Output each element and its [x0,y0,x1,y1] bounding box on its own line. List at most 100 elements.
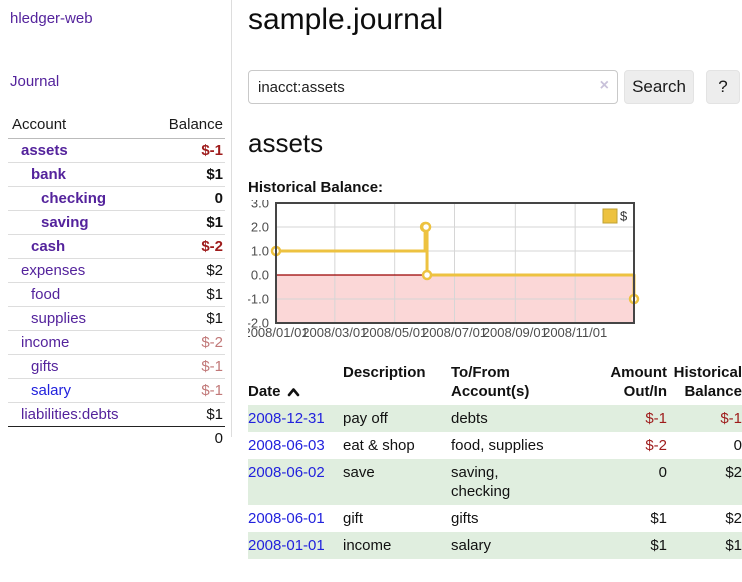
account-cell: food [8,282,150,307]
account-balance: $1 [149,210,225,235]
accounts-total-row: 0 [8,426,225,450]
register-balance-cell: 0 [733,437,742,454]
register-date-cell: 2008-06-03 [248,432,343,459]
svg-text:2008/05/01: 2008/05/01 [362,325,427,340]
sidebar-item-journal[interactable]: Journal [10,73,60,90]
page-title: sample.journal [248,3,444,36]
account-link-bank[interactable]: bank [31,166,67,183]
account-link-income[interactable]: income [21,334,70,351]
help-button[interactable]: ? [706,70,740,104]
account-cell: salary [8,378,150,403]
account-row: saving $1 [8,210,225,235]
accounts-table: Account Balance assets $-1 bank $1 checking 0… [8,114,225,450]
register-description-cell: save [343,464,375,481]
svg-text:2008/07/01: 2008/07/01 [422,325,487,340]
account-balance: $-2 [149,234,225,259]
account-link-supplies[interactable]: supplies [31,310,87,327]
account-row: income $-2 [8,330,225,355]
account-cell: checking [8,186,150,211]
account-link-liabilities-debts[interactable]: liabilities:debts [21,406,119,423]
account-cell: expenses [8,258,150,283]
register-header-balance: Historical Balance [673,364,742,400]
accounts-header-account: Account [8,114,150,139]
brand-link[interactable]: hledger-web [10,10,93,27]
svg-text:3.0: 3.0 [251,200,269,211]
account-link-assets[interactable]: assets [21,142,68,159]
register-description-cell: eat & shop [343,437,415,454]
register-accounts-cell: salary [451,537,492,554]
account-cell: bank [8,162,150,187]
register-amount-cell: $1 [650,510,667,527]
chart-title: Historical Balance: [248,179,384,196]
register-row: 2008-06-03 eat & shop food, supplies $-2 0 [248,432,742,459]
date-link[interactable]: 2008-01-01 [248,537,325,554]
svg-text:1.0: 1.0 [251,244,269,259]
register-header-date[interactable]: Date [248,363,343,405]
account-link-checking[interactable]: checking [41,190,107,207]
register-description-cell: pay off [343,410,388,427]
account-balance: $1 [149,306,225,331]
register-date-cell: 2008-12-31 [248,405,343,432]
register-header-amount: Amount Out/In [610,364,667,400]
account-cell: income [8,330,150,355]
register-description-cell: income [343,537,392,554]
account-row: cash $-2 [8,234,225,259]
register-row: 2008-01-01 income salary $1 $1 [248,532,742,559]
search-input-wrap: × [248,70,618,104]
search-input[interactable] [248,70,618,104]
svg-text:-2.0: -2.0 [248,316,269,331]
account-cell: cash [8,234,150,259]
accounts-header-balance: Balance [149,114,225,139]
register-amount-cell: $-1 [645,410,667,427]
account-balance: $-1 [201,142,223,159]
register-balance-cell: $2 [725,510,742,527]
register-row: 2008-06-01 gift gifts $1 $2 [248,505,742,532]
account-link-cash[interactable]: cash [31,238,66,255]
main-content: sample.journal × Search ? assets Histori… [243,0,742,559]
account-link-salary[interactable]: salary [31,382,72,399]
chart-canvas: 3.0 2.0 1.0 0.0 -1.0 -2.02008/01/012008/03/01… [243,196,640,340]
date-link[interactable]: 2008-12-31 [248,410,325,427]
date-link[interactable]: 2008-06-03 [248,437,325,454]
account-link-food[interactable]: food [31,286,61,303]
accounts-total-value: 0 [149,426,225,450]
account-row: supplies $1 [8,306,225,331]
account-row: checking 0 [8,186,225,211]
svg-text:2008/01/01: 2008/01/01 [248,325,309,340]
accounts-total-spacer [8,426,150,450]
register-accounts-cell: food, supplies [451,437,544,454]
sidebar: hledger-web Journal Account Balance asse… [0,0,232,450]
account-link-expenses[interactable]: expenses [21,262,86,279]
account-heading: assets [248,128,324,158]
account-row: liabilities:debts $1 [8,402,225,427]
account-row: salary $-1 [8,378,225,403]
date-link[interactable]: 2008-06-01 [248,510,325,527]
svg-text:-1.0: -1.0 [248,292,269,307]
account-cell: assets [8,139,149,163]
historical-balance-chart[interactable]: 3.0 2.0 1.0 0.0 -1.0 -2.0 2008/01/01 2008/03/01… [243,196,742,342]
register-row: 2008-12-31 pay off debts $-1 $-1 [248,405,742,432]
svg-text:2008/03/01: 2008/03/01 [302,325,367,340]
register-row: 2008-06-02 save saving, checking 0 $2 [248,459,742,505]
sort-asc-icon [287,387,299,396]
account-cell: gifts [8,354,150,379]
account-balance: $2 [149,258,225,283]
account-balance: $1 [149,162,225,187]
svg-text:0.0: 0.0 [251,268,269,283]
account-row: gifts $-1 [8,354,225,379]
account-cell: saving [8,210,150,235]
account-link-saving[interactable]: saving [41,214,89,231]
account-balance: $-2 [149,330,225,355]
register-date-cell: 2008-06-02 [248,459,343,505]
clear-search-icon[interactable]: × [599,77,609,94]
register-balance-cell: $-1 [720,410,742,427]
search-button[interactable]: Search [624,70,694,104]
account-balance: $1 [149,282,225,307]
account-cell: supplies [8,306,150,331]
register-date-cell: 2008-01-01 [248,532,343,559]
account-row: bank $1 [8,162,225,187]
account-link-gifts[interactable]: gifts [31,358,59,375]
register-description-cell: gift [343,510,364,527]
date-link[interactable]: 2008-06-02 [248,464,325,481]
register-header-date-label: Date [248,383,281,400]
